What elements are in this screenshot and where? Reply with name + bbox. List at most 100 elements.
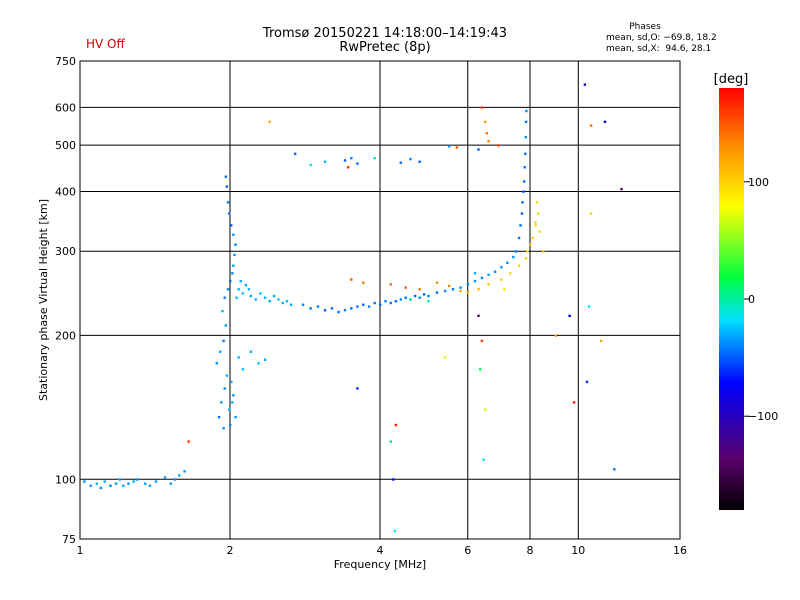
plot-frame (79, 60, 681, 540)
data-point (589, 212, 593, 215)
data-point (293, 152, 297, 156)
data-point (589, 124, 593, 127)
data-point (230, 224, 233, 227)
data-point (356, 162, 359, 165)
data-point (235, 296, 238, 299)
data-point (309, 307, 312, 310)
data-point (89, 484, 92, 488)
data-point (493, 270, 497, 273)
data-point (515, 250, 518, 253)
data-point (393, 529, 397, 533)
data-point (500, 266, 503, 269)
data-point (127, 482, 130, 485)
colorbar-tick-label: 0 (748, 293, 755, 306)
data-point (163, 476, 167, 479)
data-point (234, 415, 237, 419)
x-axis-label: Frequency [MHz] (334, 558, 426, 571)
data-point (224, 324, 228, 327)
data-point (316, 305, 320, 308)
data-point (443, 289, 447, 293)
data-point (118, 478, 121, 481)
data-point (447, 284, 451, 288)
data-point (95, 482, 99, 485)
data-point (177, 474, 181, 477)
x-tick-label: 6 (464, 544, 471, 557)
data-point (389, 301, 392, 305)
data-point (531, 236, 535, 240)
data-point (232, 264, 235, 267)
data-point (399, 161, 403, 164)
data-point (268, 300, 271, 303)
data-point (109, 484, 112, 488)
colorbar-tick-label: −100 (748, 410, 778, 423)
data-point (323, 309, 327, 312)
chart-grid (80, 61, 680, 539)
data-point (583, 83, 587, 86)
data-point (323, 160, 327, 163)
data-point (487, 140, 490, 143)
data-point (392, 478, 395, 481)
data-point (227, 212, 231, 215)
data-point (229, 279, 232, 283)
data-point (217, 415, 221, 419)
data-point (466, 283, 470, 286)
data-point (389, 283, 392, 286)
data-point (132, 480, 135, 483)
data-point (263, 358, 267, 361)
data-point (485, 132, 489, 135)
hv-status-label: HV Off (86, 37, 125, 51)
data-point (503, 288, 506, 291)
data-point (231, 401, 234, 404)
data-point (230, 380, 233, 384)
data-point (603, 120, 607, 124)
data-point (536, 212, 540, 215)
data-point (223, 387, 226, 390)
data-point (222, 427, 225, 430)
data-point (568, 314, 571, 318)
data-point (173, 478, 177, 481)
data-point (219, 350, 222, 353)
data-point (473, 272, 477, 275)
data-point (233, 253, 236, 257)
data-point (277, 298, 280, 301)
data-point (257, 362, 260, 365)
data-point (473, 279, 477, 283)
data-point (143, 482, 147, 485)
data-point (585, 380, 589, 384)
data-point (534, 224, 537, 227)
y-tick-label: 500 (55, 139, 76, 152)
data-point (477, 288, 480, 291)
x-tick-labels: 1 2 4 6 8 10 16 (77, 544, 688, 557)
y-tick-label: 600 (55, 101, 76, 114)
data-point (599, 339, 603, 343)
data-point (221, 309, 224, 313)
data-point (480, 106, 484, 109)
data-point (220, 401, 223, 404)
data-point (247, 288, 251, 291)
data-point (343, 159, 347, 162)
data-points (83, 83, 623, 533)
data-point (103, 480, 106, 483)
data-point (520, 212, 524, 215)
x-tick-label: 16 (673, 544, 687, 557)
data-point (517, 236, 521, 240)
x-tick-label: 1 (77, 544, 84, 557)
data-point (244, 283, 248, 287)
data-point (525, 109, 528, 113)
data-point (254, 298, 257, 301)
data-point (241, 292, 245, 295)
data-point (526, 250, 529, 253)
colorbar-label: [deg] (714, 72, 749, 87)
data-point (122, 484, 125, 488)
data-point (232, 394, 235, 397)
data-point (226, 201, 230, 204)
data-point (237, 356, 240, 359)
data-point (225, 374, 229, 377)
y-axis-label: Stationary phase Virtual Height [km] (37, 199, 50, 401)
data-point (529, 243, 532, 246)
data-point (362, 303, 365, 306)
data-point (309, 163, 312, 167)
data-point (404, 286, 407, 289)
data-point (373, 301, 376, 305)
data-point (496, 144, 500, 147)
